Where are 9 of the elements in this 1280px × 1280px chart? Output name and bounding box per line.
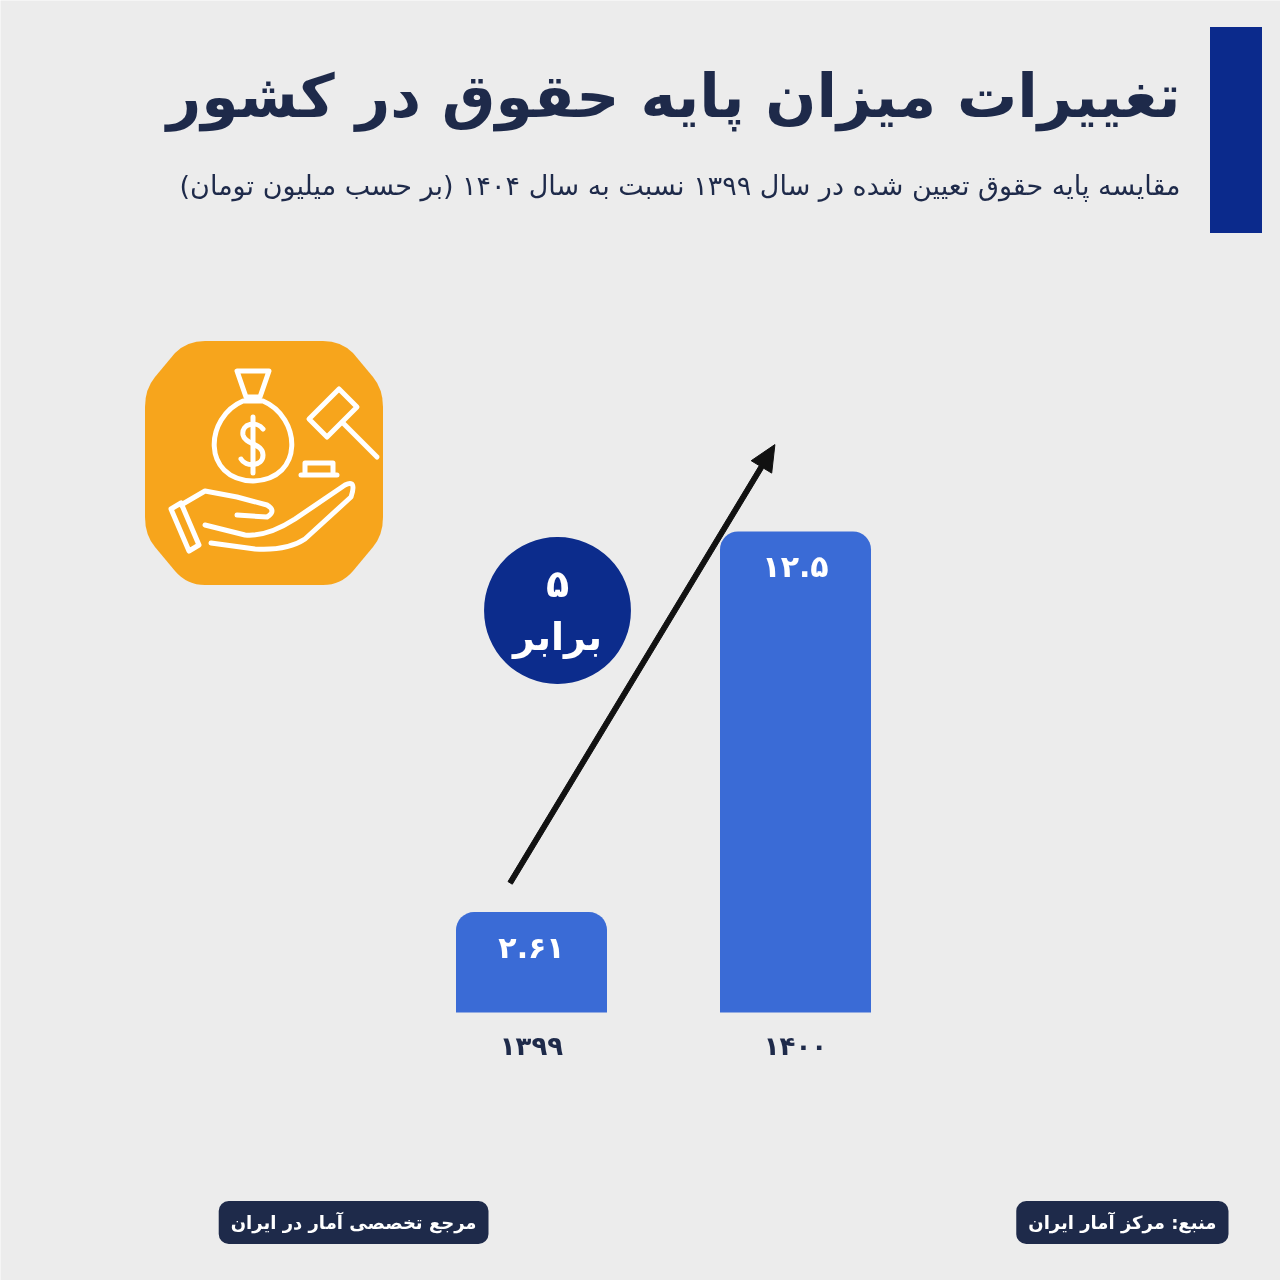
chart-subtitle: مقایسه پایه حقوق تعیین شده در سال ۱۳۹۹ نسبت به سال ۱۴۰۴ (بر حسب میلیون تومان) (179, 170, 1181, 202)
annotation: ۵ برابر (511, 562, 602, 659)
text: مرجع تخصصی آمار در ایران (230, 1211, 477, 1234)
x-tick-label: ۱۴۰۰ (763, 1030, 828, 1061)
text: منبع: مرکز آمار ایران (1028, 1211, 1217, 1234)
x-tick-label: ۱۳۹۹ (499, 1030, 564, 1061)
data-label: ۱۲.۵ (762, 549, 829, 584)
data-label: ۲.۶۱ (498, 929, 565, 965)
chart-title: تغییرات میزان پایه حقوق در کشور (163, 60, 1181, 132)
